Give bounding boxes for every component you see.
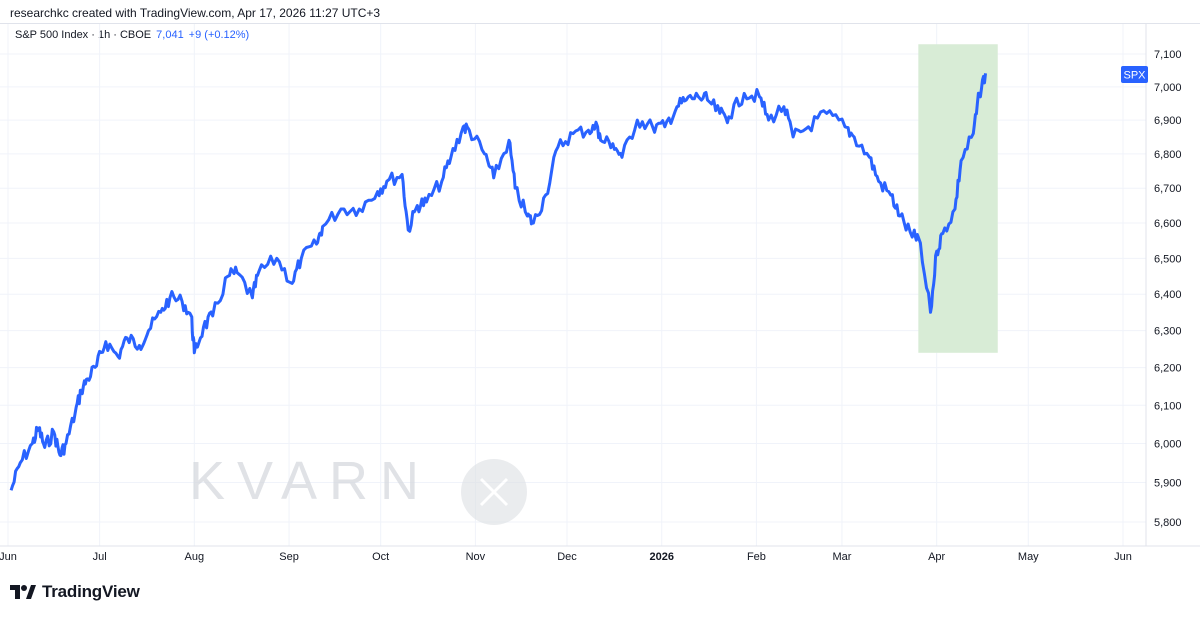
- x-tick-label: Dec: [557, 551, 577, 563]
- last-price: 7,041: [156, 29, 184, 41]
- y-axis: 5,800 5,900 6,000 6,100 6,200 6,300 6,400 6,500…: [1154, 49, 1182, 529]
- tradingview-logo[interactable]: TradingView: [10, 582, 140, 602]
- grid-lines: [0, 24, 1200, 547]
- x-tick-label: Oct: [372, 551, 389, 563]
- y-tick-label: 7,100: [1154, 49, 1182, 61]
- x-tick-label: Sep: [279, 551, 299, 563]
- x-axis: Jun Jul Aug Sep Oct Nov Dec 2026 Feb Mar Apr May Jun: [0, 551, 1132, 563]
- tradingview-logo-icon: [10, 585, 36, 599]
- price-tag: SPX: [1121, 66, 1148, 83]
- y-tick-label: 6,400: [1154, 289, 1182, 301]
- symbol-label: S&P 500 Index · 1h · CBOE: [15, 29, 152, 41]
- header-divider: [0, 23, 1200, 24]
- y-tick-label: 6,100: [1154, 400, 1182, 412]
- x-tick-label: Nov: [466, 551, 486, 563]
- price-tag-label: SPX: [1123, 70, 1146, 82]
- y-tick-label: 6,200: [1154, 363, 1182, 375]
- x-tick-label: Apr: [928, 551, 945, 563]
- x-tick-label: Aug: [185, 551, 205, 563]
- watermark-text: KVARN: [189, 451, 431, 511]
- y-tick-label: 6,600: [1154, 218, 1182, 230]
- symbol-legend[interactable]: S&P 500 Index · 1h · CBOE 7,041 +9 (+0.1…: [15, 29, 249, 41]
- x-tick-label: Jun: [1114, 551, 1132, 563]
- tradingview-brand: TradingView: [42, 582, 140, 601]
- y-tick-label: 6,000: [1154, 439, 1182, 451]
- x-tick-label: Jun: [0, 551, 17, 563]
- y-tick-label: 5,800: [1154, 517, 1182, 529]
- y-tick-label: 6,300: [1154, 326, 1182, 338]
- y-tick-label: 5,900: [1154, 477, 1182, 489]
- y-tick-label: 6,800: [1154, 149, 1182, 161]
- x-tick-label: Feb: [747, 551, 766, 563]
- y-tick-label: 7,000: [1154, 82, 1182, 94]
- chart-credit: researchkc created with TradingView.com,…: [10, 6, 381, 20]
- x-tick-label: Jul: [93, 551, 107, 563]
- x-tick-label: Mar: [832, 551, 851, 563]
- watermark-logo-icon: [461, 459, 527, 525]
- x-tick-label: May: [1018, 551, 1039, 563]
- price-chart[interactable]: KVARN 5,800 5,900 6,000 6,100 6,200 6,300 6,40…: [0, 24, 1200, 576]
- y-tick-label: 6,900: [1154, 115, 1182, 127]
- price-line: [9, 73, 987, 491]
- y-tick-label: 6,500: [1154, 253, 1182, 265]
- x-tick-label: 2026: [649, 551, 673, 563]
- y-tick-label: 6,700: [1154, 183, 1182, 195]
- price-change: +9 (+0.12%): [188, 29, 250, 41]
